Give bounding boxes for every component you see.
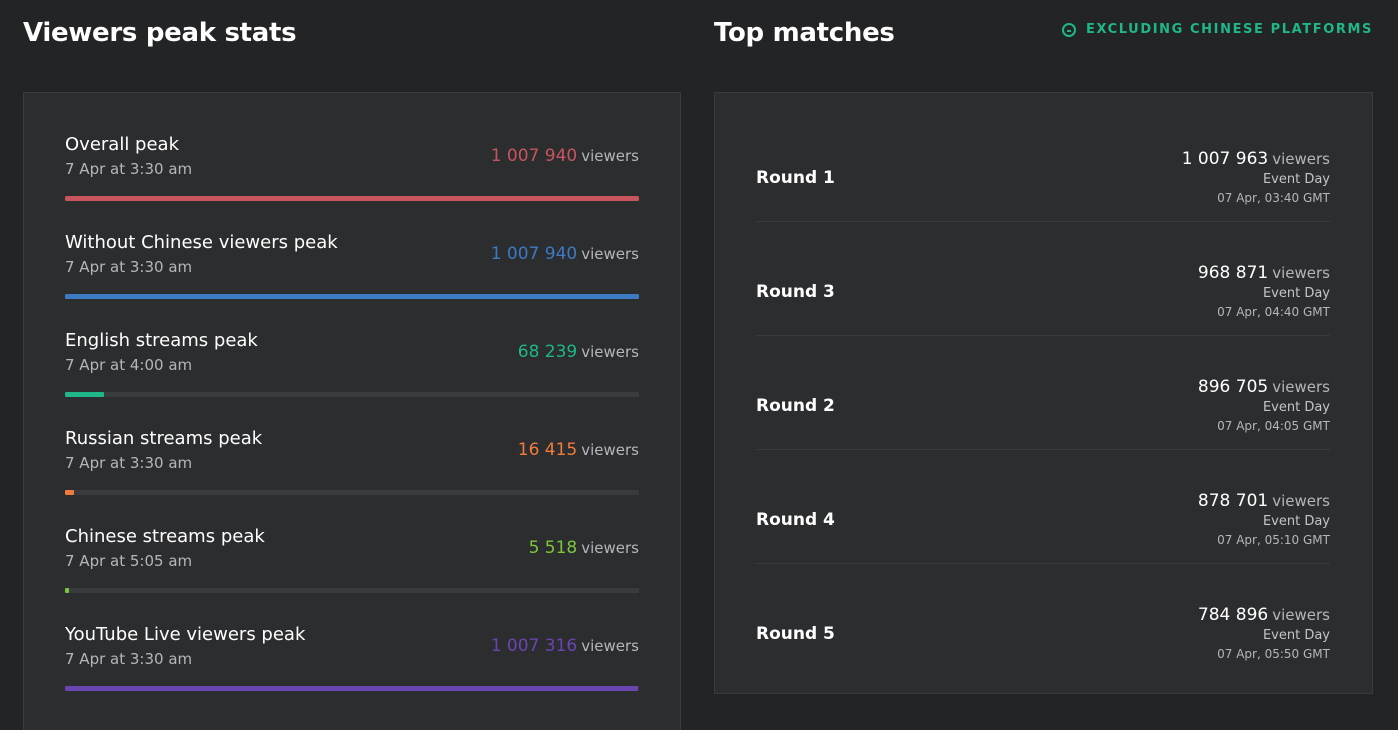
match-time: 07 Apr, 04:05 GMT [1217,419,1330,433]
match-name: Round 4 [756,510,835,530]
match-time: 07 Apr, 04:40 GMT [1217,305,1330,319]
match-viewers: 896 705 [1197,377,1269,397]
stat-unit: viewers [581,147,639,165]
match-event: Event Day [1262,400,1330,415]
stat-value: 1 007 940 [490,146,578,166]
match-event: Event Day [1262,628,1330,643]
match-viewers-line: 968 871 viewers [1198,262,1330,284]
stat-unit: viewers [581,637,639,655]
match-info: 878 701 viewers Event Day 07 Apr, 05:10 G… [1198,490,1330,549]
match-row-round-2[interactable]: Round 2 896 705 viewers Event Day 07 Apr,… [756,336,1330,450]
match-time: 07 Apr, 05:50 GMT [1217,647,1330,661]
stat-label: YouTube Live viewers peak [65,624,306,645]
stat-date: 7 Apr at 5:05 am [65,552,193,570]
stat-value: 16 415 [517,440,578,460]
stat-row-overall-peak: Overall peak 7 Apr at 3:30 am 1 007 940 v… [65,134,639,232]
match-viewers-line: 878 701 viewers [1198,490,1330,512]
stat-value: 1 007 940 [490,244,578,264]
stat-bar-fill [65,686,639,691]
match-info: 784 896 viewers Event Day 07 Apr, 05:50 G… [1198,604,1330,663]
stat-bar-fill [65,196,639,201]
stat-value-wrap: 5 518 viewers [529,538,639,558]
match-viewers-line: 896 705 viewers [1198,376,1330,398]
stat-row-english-peak: English streams peak 7 Apr at 4:00 am 68… [65,330,639,428]
match-viewers: 878 701 [1197,491,1269,511]
match-row-round-3[interactable]: Round 3 968 871 viewers Event Day 07 Apr,… [756,222,1330,336]
minus-circle-icon [1061,22,1076,37]
stat-date: 7 Apr at 4:00 am [65,356,193,374]
match-row-round-5[interactable]: Round 5 784 896 viewers Event Day 07 Apr,… [756,564,1330,678]
stat-value: 5 518 [528,538,578,558]
stat-bar-fill [65,490,75,495]
stat-row-without-chinese-peak: Without Chinese viewers peak 7 Apr at 3:… [65,232,639,330]
stat-label: Overall peak [65,134,180,155]
stat-label: Chinese streams peak [65,526,265,547]
peak-stats-panel: Overall peak 7 Apr at 3:30 am 1 007 940 v… [23,92,681,730]
stat-value-wrap: 68 239 viewers [518,342,639,362]
match-viewers: 1 007 963 [1181,149,1269,169]
top-matches-panel: Round 1 1 007 963 viewers Event Day 07 Ap… [714,92,1373,694]
stat-bar [65,686,639,691]
match-unit: viewers [1272,264,1330,282]
match-viewers-line: 784 896 viewers [1198,604,1330,626]
match-info: 1 007 963 viewers Event Day 07 Apr, 03:40… [1182,148,1330,207]
stat-value: 68 239 [517,342,578,362]
match-event: Event Day [1262,172,1330,187]
stat-label: Russian streams peak [65,428,263,449]
stat-row-youtube-peak: YouTube Live viewers peak 7 Apr at 3:30 … [65,624,639,722]
top-matches-title: Top matches [714,18,895,48]
match-event: Event Day [1262,514,1330,529]
match-viewers: 784 896 [1197,605,1269,625]
stat-bar [65,490,639,495]
stat-value-wrap: 16 415 viewers [518,440,639,460]
stat-bar-fill [65,392,105,397]
match-unit: viewers [1272,606,1330,624]
match-row-round-4[interactable]: Round 4 878 701 viewers Event Day 07 Apr,… [756,450,1330,564]
match-name: Round 1 [756,168,835,188]
match-event: Event Day [1262,286,1330,301]
stat-bar [65,294,639,299]
stat-row-chinese-peak: Chinese streams peak 7 Apr at 5:05 am 5 … [65,526,639,624]
stat-row-russian-peak: Russian streams peak 7 Apr at 3:30 am 16… [65,428,639,526]
match-unit: viewers [1272,150,1330,168]
match-row-round-1[interactable]: Round 1 1 007 963 viewers Event Day 07 Ap… [756,108,1330,222]
match-viewers: 968 871 [1197,263,1269,283]
stat-date: 7 Apr at 3:30 am [65,160,193,178]
match-name: Round 5 [756,624,835,644]
stat-value: 1 007 316 [490,636,578,656]
stat-bar [65,196,639,201]
stat-unit: viewers [581,343,639,361]
stat-date: 7 Apr at 3:30 am [65,258,193,276]
stat-value-wrap: 1 007 316 viewers [491,636,639,656]
match-time: 07 Apr, 05:10 GMT [1217,533,1330,547]
match-time: 07 Apr, 03:40 GMT [1217,191,1330,205]
filter-label: EXCLUDING CHINESE PLATFORMS [1085,22,1373,37]
stat-bar-fill [65,588,70,593]
stat-date: 7 Apr at 3:30 am [65,454,193,472]
stat-unit: viewers [581,245,639,263]
stat-date: 7 Apr at 3:30 am [65,650,193,668]
match-name: Round 2 [756,396,835,416]
stat-label: Without Chinese viewers peak [65,232,338,253]
match-viewers-line: 1 007 963 viewers [1182,148,1330,170]
stat-label: English streams peak [65,330,258,351]
match-name: Round 3 [756,282,835,302]
stat-bar [65,392,639,397]
match-info: 896 705 viewers Event Day 07 Apr, 04:05 G… [1198,376,1330,435]
match-unit: viewers [1272,492,1330,510]
peak-stats-title: Viewers peak stats [23,18,297,48]
stat-bar [65,588,639,593]
match-info: 968 871 viewers Event Day 07 Apr, 04:40 G… [1198,262,1330,321]
stat-unit: viewers [581,539,639,557]
stat-value-wrap: 1 007 940 viewers [491,146,639,166]
match-unit: viewers [1272,378,1330,396]
stat-value-wrap: 1 007 940 viewers [491,244,639,264]
stat-bar-fill [65,294,639,299]
stat-unit: viewers [581,441,639,459]
exclude-chinese-platforms-toggle[interactable]: EXCLUDING CHINESE PLATFORMS [1061,22,1373,37]
